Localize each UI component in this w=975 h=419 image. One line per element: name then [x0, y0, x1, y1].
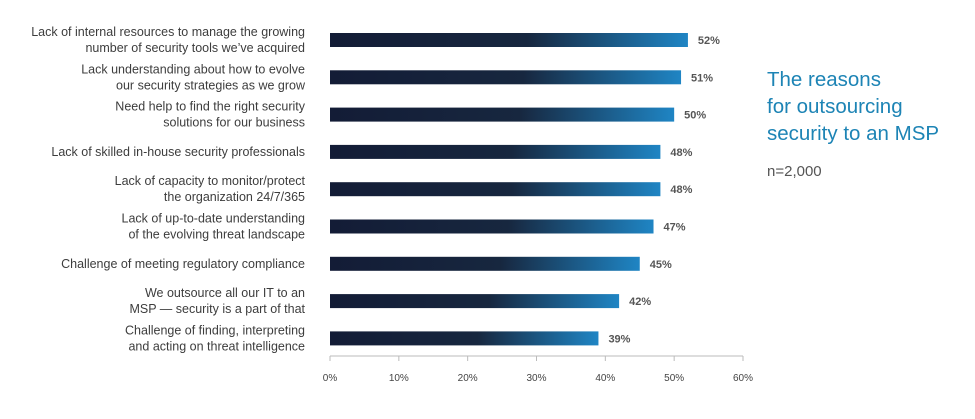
category-label: We outsource all our IT to an MSP — secur… — [129, 286, 305, 316]
bar — [330, 294, 620, 309]
x-tick-label: 30% — [526, 373, 546, 384]
bar-value-label: 39% — [608, 333, 630, 345]
bar — [330, 107, 675, 122]
category-label-line: Challenge of meeting regulatory complian… — [61, 257, 305, 271]
bar — [330, 219, 654, 234]
bar — [330, 33, 688, 47]
category-label: Lack understanding about how to evolve ou… — [81, 62, 306, 92]
bar-value-label: 42% — [629, 296, 651, 308]
x-tick-label: 0% — [323, 373, 338, 384]
x-axis: 0% 10% 20% 30% 40% 50% 60% — [323, 355, 753, 384]
category-label-line: Lack of internal resources to manage the… — [31, 25, 305, 39]
chart-title-line: The reasons — [767, 68, 881, 91]
category-label: Lack of capacity to monitor/protect the o… — [115, 174, 306, 204]
category-label-line: Lack of up-to-date understanding — [122, 212, 306, 226]
bars — [330, 33, 688, 346]
category-label-line: Lack of skilled in-house security profes… — [51, 145, 305, 159]
value-labels: 52% 51% 50% 48% 48% 47% 45% 42% 39% — [608, 35, 720, 345]
bar — [330, 70, 682, 85]
category-label-line: of the evolving threat landscape — [128, 228, 305, 242]
bar-value-label: 48% — [670, 147, 692, 159]
category-label: Challenge of meeting regulatory complian… — [61, 257, 305, 271]
bar-value-label: 45% — [650, 259, 672, 271]
sample-size-label: n=2,000 — [767, 163, 822, 180]
category-label-line: our security strategies as we grow — [116, 78, 306, 92]
category-label-line: Lack understanding about how to evolve — [81, 62, 305, 76]
category-label: Lack of up-to-date understanding of the e… — [122, 212, 306, 242]
bar-value-label: 47% — [664, 222, 686, 234]
x-tick-label: 40% — [595, 373, 615, 384]
bar-value-label: 50% — [684, 110, 706, 122]
x-tick-label: 20% — [458, 373, 478, 384]
chart-title-line: for outsourcing — [767, 95, 903, 118]
bar — [330, 144, 661, 159]
chart-title: The reasons for outsourcing security to … — [767, 66, 972, 147]
bar — [330, 331, 599, 346]
bar — [330, 256, 640, 271]
category-label-line: the organization 24/7/365 — [164, 190, 305, 204]
bar — [330, 182, 661, 197]
chart-title-line: security to an MSP — [767, 122, 940, 145]
category-label: Need help to find the right security solu… — [115, 100, 305, 130]
category-label-line: and acting on threat intelligence — [128, 339, 305, 353]
x-tick-label: 50% — [664, 373, 684, 384]
category-label-line: Need help to find the right security — [115, 100, 305, 114]
bar-value-label: 52% — [698, 35, 720, 47]
x-tick-label: 60% — [733, 373, 753, 384]
category-label-line: number of security tools we’ve acquired — [85, 41, 305, 55]
category-label-line: solutions for our business — [163, 116, 305, 130]
category-label-line: MSP — security is a part of that — [129, 302, 305, 316]
category-labels: Lack of internal resources to manage the… — [31, 25, 306, 353]
bar-value-label: 48% — [670, 184, 692, 196]
x-tick-label: 10% — [389, 373, 409, 384]
category-label-line: Challenge of finding, interpreting — [125, 323, 305, 337]
category-label-line: We outsource all our IT to an — [145, 286, 305, 300]
bar-value-label: 51% — [691, 72, 713, 84]
category-label: Lack of internal resources to manage the… — [31, 25, 305, 55]
category-label: Lack of skilled in-house security profes… — [51, 145, 305, 159]
category-label: Challenge of finding, interpreting and ac… — [125, 323, 305, 353]
category-label-line: Lack of capacity to monitor/protect — [115, 174, 306, 188]
